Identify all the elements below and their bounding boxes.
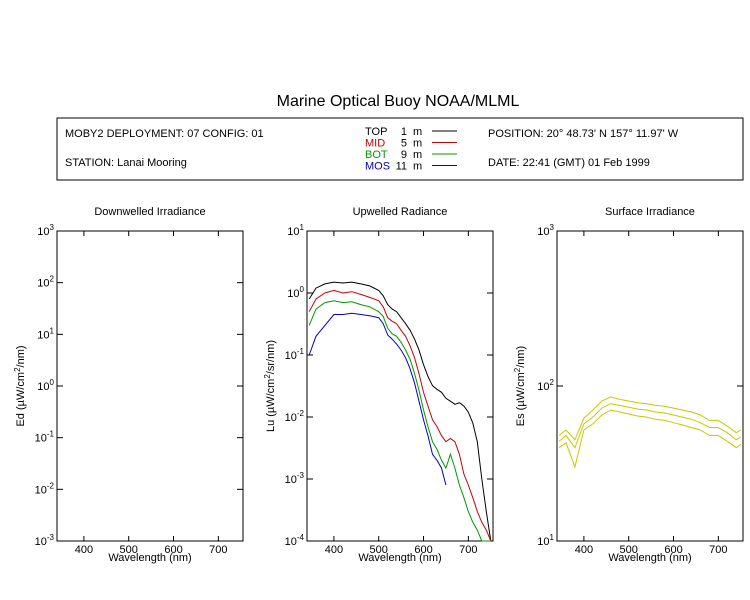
legend-depth: 11 (396, 161, 407, 173)
info-box (56, 117, 744, 181)
y-tick-label: 101 (537, 533, 554, 548)
y-tick-label: 103 (537, 223, 554, 238)
plot-frame (556, 230, 744, 542)
series-line-es-b (558, 403, 742, 449)
panel-title: Upwelled Radiance (353, 206, 448, 218)
y-tick-label: 10-4 (285, 533, 305, 548)
y-tick-label: 10-1 (285, 347, 305, 362)
x-axis-label: Wavelength (nm) (358, 552, 441, 564)
date-text: DATE: 22:41 (GMT) 01 Feb 1999 (488, 157, 650, 169)
x-axis-label: Wavelength (nm) (108, 552, 191, 564)
legend-label: MOS (365, 161, 390, 173)
plot-panel: Downwelled Irradiance 400 500 600 700 Wavelen… (13, 206, 244, 564)
series-line-es-c (558, 409, 742, 469)
station-text: STATION: Lanai Mooring (65, 157, 187, 169)
x-tick-label: 500 (620, 544, 638, 556)
x-tick-label: 600 (664, 544, 682, 556)
legend-depth: 5 (401, 138, 407, 150)
x-tick-label: 400 (325, 544, 343, 556)
y-tick-label: 101 (37, 326, 54, 341)
y-axis-label: Ed (µW/cm2/nm) (13, 345, 27, 426)
y-tick-label: 10-2 (35, 481, 55, 496)
plot-panel: Upwelled Radiance 400 500 600 700 Wavelength … (263, 206, 494, 564)
y-tick-label: 10-2 (285, 409, 305, 424)
y-tick-label: 100 (287, 285, 304, 300)
x-tick-label: 700 (709, 544, 727, 556)
y-tick-label: 10-3 (35, 533, 55, 548)
y-tick-label: 10-3 (285, 471, 305, 486)
x-tick-label: 500 (120, 544, 138, 556)
x-tick-label: 700 (459, 544, 477, 556)
legend-depth: 9 (401, 149, 407, 161)
y-tick-label: 102 (37, 275, 54, 290)
series-line-mos (308, 312, 447, 486)
x-tick-label: 700 (209, 544, 227, 556)
legend-unit: m (413, 138, 422, 150)
deployment-text: MOBY2 DEPLOYMENT: 07 CONFIG: 01 (65, 128, 264, 140)
plot-frame (306, 230, 494, 542)
y-tick-label: 10-1 (35, 430, 55, 445)
legend-unit: m (413, 149, 422, 161)
legend-label: MID (365, 138, 385, 150)
x-tick-label: 600 (414, 544, 432, 556)
y-tick-label: 102 (537, 378, 554, 393)
legend-unit: m (413, 161, 422, 173)
y-axis-label: Es (µW/cm2/nm) (513, 346, 527, 426)
figure-title: Marine Optical Buoy NOAA/MLML (277, 93, 520, 110)
legend-depth: 1 (401, 126, 407, 138)
plot-frame (56, 230, 244, 542)
x-tick-label: 400 (575, 544, 593, 556)
x-tick-label: 400 (75, 544, 93, 556)
x-axis-label: Wavelength (nm) (608, 552, 691, 564)
y-tick-label: 103 (37, 223, 54, 238)
x-tick-label: 600 (164, 544, 182, 556)
series-line-top (308, 281, 492, 542)
panel-title: Downwelled Irradiance (94, 206, 205, 218)
panel-title: Surface Irradiance (605, 206, 695, 218)
legend-label: TOP (365, 126, 387, 138)
series-line-mid (308, 289, 492, 542)
legend-unit: m (413, 126, 422, 138)
x-tick-label: 500 (370, 544, 388, 556)
series-line-es-a (558, 396, 742, 441)
plot-panel: Surface Irradiance 400 500 600 700 Wavelength… (513, 206, 744, 564)
legend-label: BOT (365, 149, 388, 161)
y-tick-label: 100 (37, 378, 54, 393)
y-tick-label: 101 (287, 223, 304, 238)
y-axis-label: Lu (µW/cm2/sr/nm) (263, 340, 277, 432)
series-line-bot (308, 300, 491, 542)
position-text: POSITION: 20° 48.73' N 157° 11.97' W (488, 128, 679, 140)
